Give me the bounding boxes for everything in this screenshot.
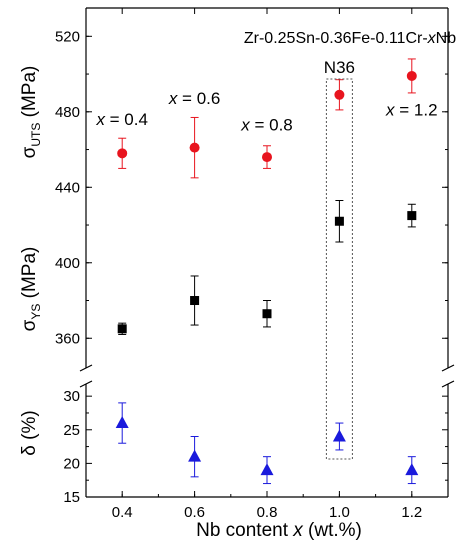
uts-point <box>117 148 128 159</box>
composition-annotation: x = 1.2 <box>385 101 438 120</box>
axis-break-mark <box>441 380 455 388</box>
x-tick-label: 0.4 <box>112 504 133 521</box>
ys-point <box>407 211 417 221</box>
composition-annotation: x = 0.6 <box>168 89 221 108</box>
y-axis-label-ys: σYS (MPa) <box>19 247 43 332</box>
uts-point <box>262 152 272 163</box>
uts-point <box>189 142 200 153</box>
axis-break-mark <box>79 364 93 372</box>
ys-point <box>190 296 200 306</box>
x-tick-label: 0.8 <box>257 504 278 521</box>
y-tick-label: 15 <box>63 489 80 506</box>
ys-point <box>262 309 272 319</box>
uts-point <box>334 89 345 100</box>
n36-label: N36 <box>324 58 355 77</box>
y-tick-label: 480 <box>55 104 80 121</box>
y-tick-label: 360 <box>55 330 80 347</box>
x-tick-label: 0.6 <box>184 504 205 521</box>
x-tick-label: 1.0 <box>329 504 350 521</box>
y-tick-label: 440 <box>55 179 80 196</box>
x-tick-label: 1.2 <box>401 504 422 521</box>
composition-annotation: x = 0.4 <box>95 110 148 129</box>
delta-point <box>405 463 419 476</box>
delta-point <box>332 429 346 442</box>
y-axis-label-uts: σUTS (MPa) <box>19 66 43 159</box>
delta-point <box>260 463 274 476</box>
delta-point <box>115 416 129 429</box>
y-tick-label: 20 <box>63 455 80 472</box>
y-tick-label: 520 <box>55 28 80 45</box>
composition-title: Zr-0.25Sn-0.36Fe-0.11Cr-xNb <box>244 30 456 47</box>
ys-point <box>334 216 344 226</box>
y-tick-label: 400 <box>55 255 80 272</box>
y-axis-label-delta: δ (%) <box>19 410 40 455</box>
axis-break-mark <box>79 380 93 388</box>
ys-point <box>117 324 127 334</box>
x-axis-label: Nb content x (wt.%) <box>196 520 362 541</box>
data-marks <box>115 58 419 485</box>
y-tick-label: 25 <box>63 422 80 439</box>
n36-highlight-box <box>325 78 353 460</box>
y-tick-label: 30 <box>63 388 80 405</box>
annotations: x = 0.4 x = 0.6 x = 0.8 x = 1.2 <box>95 89 437 134</box>
axis-break-mark <box>441 364 455 372</box>
composition-annotation: x = 0.8 <box>240 116 293 135</box>
uts-point <box>406 70 417 81</box>
delta-point <box>188 449 202 462</box>
